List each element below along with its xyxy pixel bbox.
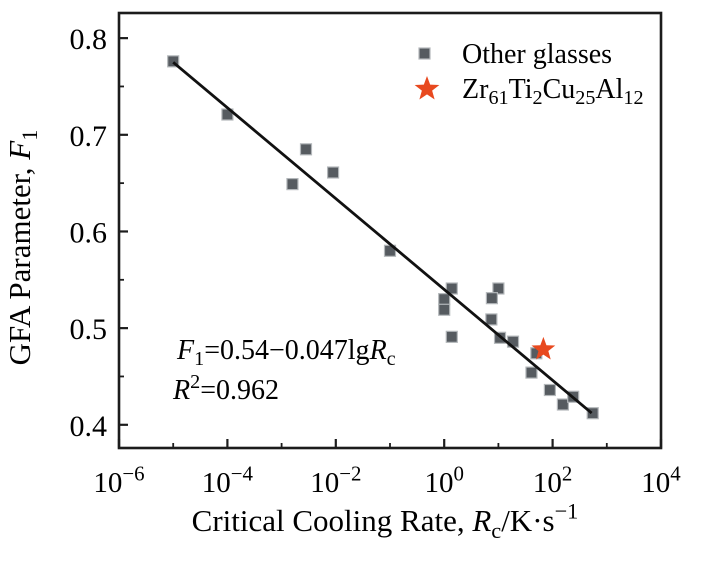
- legend-item-label-alloy: Zr61Ti2Cu25Al12: [462, 74, 644, 109]
- x-tick-label: 10−4: [202, 461, 254, 499]
- data-point-square: [485, 292, 498, 305]
- y-tick-label: 0.5: [70, 313, 108, 346]
- data-point-square: [492, 282, 505, 295]
- x-axis-title: Critical Cooling Rate, Rc/K·s−1: [192, 499, 579, 543]
- y-tick-label: 0.8: [70, 23, 108, 56]
- annotation-equation: F1=0.54−0.047lgRc: [176, 335, 396, 370]
- data-point-square: [485, 313, 498, 326]
- y-tick-label: 0.6: [70, 216, 108, 249]
- data-point-square: [167, 55, 180, 68]
- x-tick-label: 10−6: [93, 461, 144, 499]
- legend-square-icon: [418, 47, 431, 60]
- x-tick-label: 10−2: [310, 461, 361, 499]
- x-tick-label: 102: [533, 461, 572, 499]
- y-axis-title: GFA Parameter, F1: [2, 130, 42, 366]
- data-point-square: [299, 143, 313, 156]
- data-point-square: [543, 383, 556, 397]
- data-point-star: [531, 336, 556, 360]
- data-point-square: [438, 303, 451, 316]
- x-tick-label: 104: [641, 461, 681, 499]
- data-point-square: [326, 166, 340, 179]
- data-point-square: [286, 178, 299, 191]
- fit-line: [172, 61, 593, 415]
- data-point-square: [525, 366, 538, 379]
- data-point-square: [438, 293, 451, 306]
- data-point-square: [556, 398, 569, 411]
- y-tick-label: 0.4: [70, 410, 108, 443]
- y-tick-label: 0.7: [70, 120, 108, 153]
- legend-star-icon: [414, 76, 440, 100]
- annotation-r-squared: R2=0.962: [172, 371, 279, 406]
- x-tick-label: 100: [424, 461, 463, 499]
- data-point-square: [445, 330, 458, 343]
- data-point-square: [586, 407, 599, 420]
- legend-item-label-other-glasses: Other glasses: [462, 39, 612, 70]
- data-point-square: [445, 282, 458, 295]
